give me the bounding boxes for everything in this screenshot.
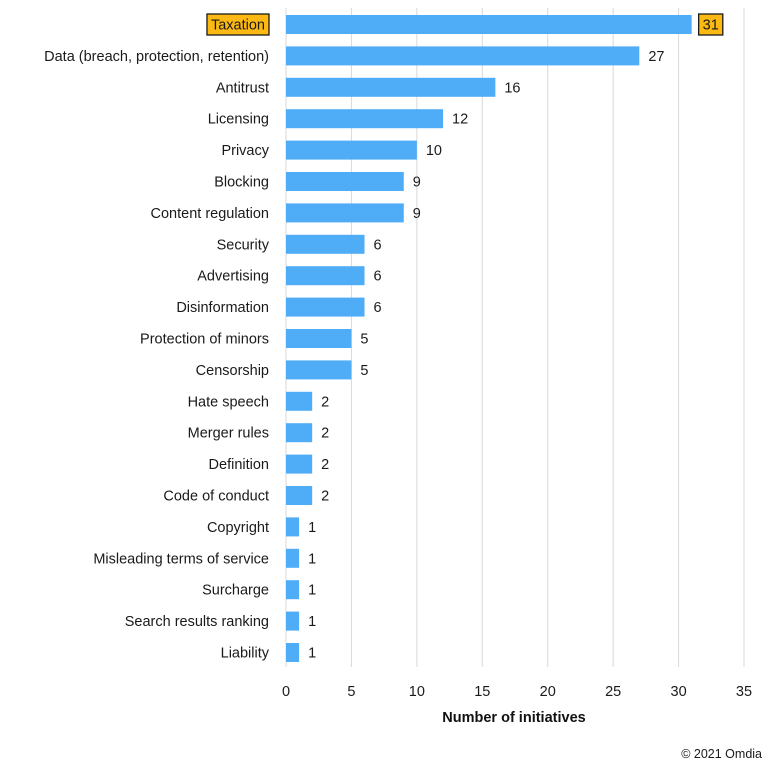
value-label: 1 xyxy=(308,614,316,630)
x-tick-label: 15 xyxy=(474,684,490,700)
highlighted-category-label: Taxation xyxy=(206,13,270,36)
value-label: 1 xyxy=(308,583,316,599)
value-label: 2 xyxy=(321,489,329,505)
bar-advertising xyxy=(286,266,365,286)
category-label: Content regulation xyxy=(151,206,270,222)
category-label: Antitrust xyxy=(216,80,269,96)
x-tick-label: 10 xyxy=(409,684,425,700)
category-label: Hate speech xyxy=(188,394,269,410)
category-label: Liability xyxy=(221,646,270,662)
bar-security xyxy=(286,234,365,254)
category-label: Privacy xyxy=(221,143,269,159)
value-label: 2 xyxy=(321,457,329,473)
highlighted-value-label: 31 xyxy=(698,13,724,36)
highlight-box xyxy=(698,13,724,36)
value-label: 5 xyxy=(360,332,368,348)
value-label: 1 xyxy=(308,520,316,536)
category-labels: Taxation Data (breach, protection, retent… xyxy=(44,13,270,662)
category-label: Disinformation xyxy=(176,300,269,316)
category-label: Search results ranking xyxy=(125,614,269,630)
category-label: Censorship xyxy=(196,363,269,379)
value-label: 6 xyxy=(374,237,382,253)
value-label: 9 xyxy=(413,206,421,222)
bars xyxy=(286,15,692,662)
value-label: 16 xyxy=(504,80,520,96)
bar-search-results-ranking xyxy=(286,611,300,631)
bar-hate-speech xyxy=(286,391,313,411)
value-label: 5 xyxy=(360,363,368,379)
value-label: 6 xyxy=(374,300,382,316)
highlight-box xyxy=(206,13,270,36)
x-tick-label: 0 xyxy=(282,684,290,700)
category-label: Data (breach, protection, retention) xyxy=(44,49,269,65)
category-label: Blocking xyxy=(214,175,269,191)
category-label: Merger rules xyxy=(188,426,269,442)
bar-code-of-conduct xyxy=(286,486,313,505)
value-label: 31 xyxy=(703,18,719,34)
bar-blocking xyxy=(286,172,404,191)
x-axis-title: Number of initiatives xyxy=(442,710,585,726)
bar-disinformation xyxy=(286,297,365,317)
category-label: Licensing xyxy=(208,112,269,128)
value-label: 10 xyxy=(426,143,442,159)
value-label: 12 xyxy=(452,112,468,128)
value-label: 9 xyxy=(413,175,421,191)
category-label: Protection of minors xyxy=(140,332,269,348)
category-label: Misleading terms of service xyxy=(93,551,269,567)
category-label: Code of conduct xyxy=(163,489,269,505)
bar-data-breach-protection-retention xyxy=(286,46,640,66)
bar-privacy xyxy=(286,140,417,160)
gridlines xyxy=(285,8,745,667)
bar-taxation xyxy=(286,15,692,34)
category-label: Surcharge xyxy=(202,583,269,599)
value-label: 2 xyxy=(321,426,329,442)
x-tick-label: 20 xyxy=(540,684,556,700)
value-label: 27 xyxy=(648,49,664,65)
value-label: 6 xyxy=(374,269,382,285)
category-label: Definition xyxy=(209,457,269,473)
value-label: 2 xyxy=(321,394,329,410)
value-label: 1 xyxy=(308,551,316,567)
category-label: Copyright xyxy=(207,520,269,536)
bar-content-regulation xyxy=(286,203,404,223)
x-axis-ticks: 0 5 10 15 20 25 30 35 xyxy=(282,684,752,700)
x-tick-label: 25 xyxy=(605,684,621,700)
x-tick-label: 35 xyxy=(736,684,752,700)
bar-misleading-terms-of-service xyxy=(286,548,300,568)
bar-protection-of-minors xyxy=(286,329,352,348)
bar-copyright xyxy=(286,517,300,537)
bar-merger-rules xyxy=(286,423,313,443)
category-label: Advertising xyxy=(197,269,269,285)
category-label: Security xyxy=(217,237,270,253)
bar-liability xyxy=(286,643,300,662)
bar-definition xyxy=(286,454,313,474)
x-tick-label: 5 xyxy=(347,684,355,700)
bar-censorship xyxy=(286,360,352,380)
bar-antitrust xyxy=(286,77,496,97)
copyright-text: © 2021 Omdia xyxy=(681,747,762,761)
value-label: 1 xyxy=(308,646,316,662)
category-label: Taxation xyxy=(211,18,265,34)
bar-surcharge xyxy=(286,580,300,600)
x-tick-label: 30 xyxy=(671,684,687,700)
bar-licensing xyxy=(286,109,444,129)
